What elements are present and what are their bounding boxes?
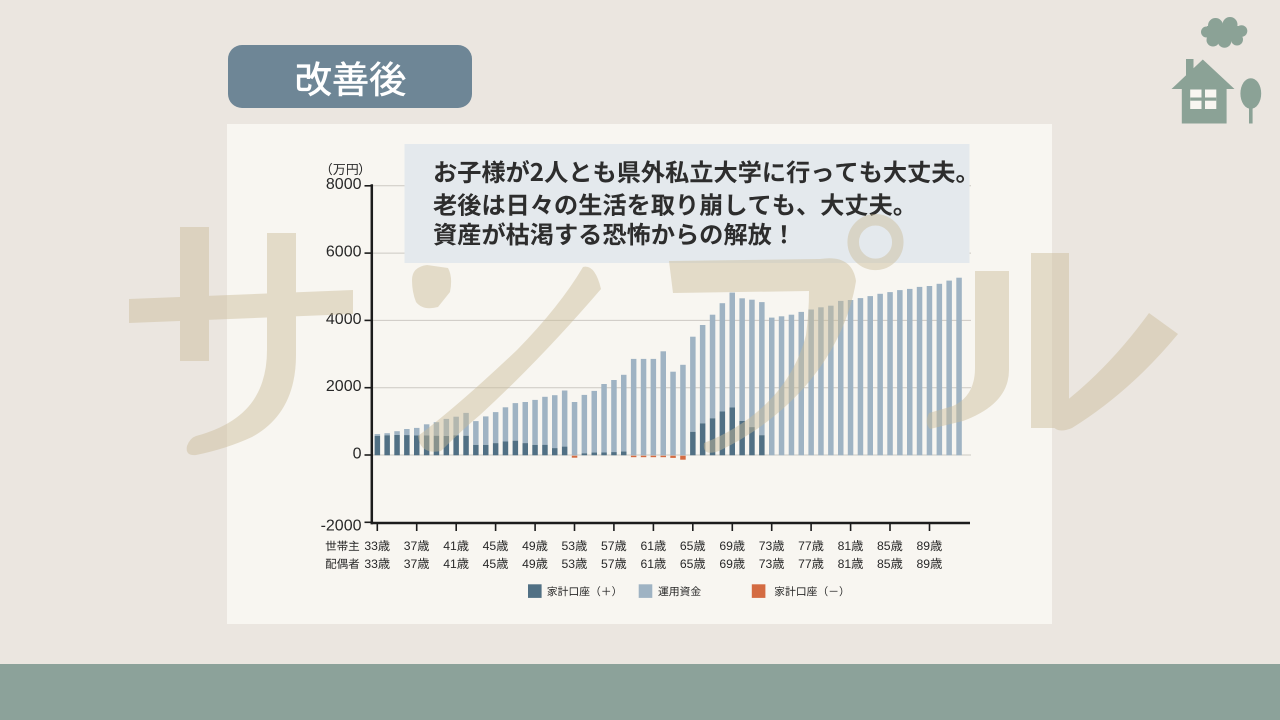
svg-text:77: 77: [798, 557, 812, 571]
svg-text:2000: 2000: [326, 378, 362, 395]
svg-text:49: 49: [522, 539, 536, 553]
svg-text:65: 65: [680, 539, 694, 553]
svg-text:8000: 8000: [326, 176, 362, 193]
svg-text:57: 57: [601, 539, 615, 553]
svg-text:89: 89: [917, 557, 931, 571]
svg-text:61: 61: [640, 557, 654, 571]
svg-text:53: 53: [562, 539, 576, 553]
svg-text:89: 89: [917, 539, 931, 553]
svg-text:45: 45: [483, 539, 497, 553]
svg-text:6000: 6000: [326, 244, 362, 261]
svg-text:33: 33: [364, 557, 378, 571]
svg-text:57: 57: [601, 557, 615, 571]
svg-text:81: 81: [838, 539, 852, 553]
svg-text:45: 45: [483, 557, 497, 571]
svg-text:85: 85: [877, 557, 891, 571]
svg-text:41: 41: [443, 557, 457, 571]
svg-text:33: 33: [364, 539, 378, 553]
svg-text:69: 69: [719, 557, 733, 571]
svg-text:41: 41: [443, 539, 457, 553]
svg-text:4000: 4000: [326, 311, 362, 328]
svg-text:81: 81: [838, 557, 852, 571]
svg-text:49: 49: [522, 557, 536, 571]
svg-text:73: 73: [759, 539, 773, 553]
svg-text:37: 37: [404, 539, 418, 553]
svg-text:37: 37: [404, 557, 418, 571]
svg-text:53: 53: [562, 557, 576, 571]
svg-text:85: 85: [877, 539, 891, 553]
svg-text:69: 69: [719, 539, 733, 553]
svg-text:65: 65: [680, 557, 694, 571]
svg-text:0: 0: [353, 445, 362, 462]
svg-text:61: 61: [640, 539, 654, 553]
svg-text:77: 77: [798, 539, 812, 553]
svg-text:-2000: -2000: [321, 517, 362, 534]
svg-text:73: 73: [759, 557, 773, 571]
